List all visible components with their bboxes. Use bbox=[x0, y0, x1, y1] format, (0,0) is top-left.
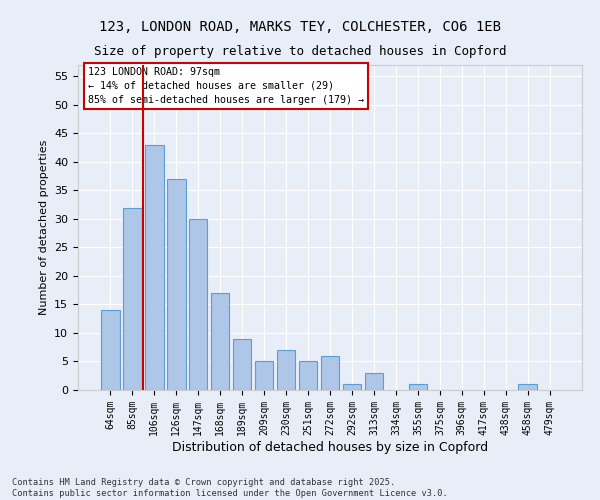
Bar bbox=[101, 310, 119, 390]
Bar bbox=[167, 179, 185, 390]
Bar bbox=[409, 384, 427, 390]
Bar bbox=[320, 356, 340, 390]
Text: 123, LONDON ROAD, MARKS TEY, COLCHESTER, CO6 1EB: 123, LONDON ROAD, MARKS TEY, COLCHESTER,… bbox=[99, 20, 501, 34]
Text: Size of property relative to detached houses in Copford: Size of property relative to detached ho… bbox=[94, 45, 506, 58]
Text: 123 LONDON ROAD: 97sqm
← 14% of detached houses are smaller (29)
85% of semi-det: 123 LONDON ROAD: 97sqm ← 14% of detached… bbox=[88, 66, 364, 104]
Text: Contains HM Land Registry data © Crown copyright and database right 2025.
Contai: Contains HM Land Registry data © Crown c… bbox=[12, 478, 448, 498]
Y-axis label: Number of detached properties: Number of detached properties bbox=[38, 140, 49, 315]
X-axis label: Distribution of detached houses by size in Copford: Distribution of detached houses by size … bbox=[172, 440, 488, 454]
Bar bbox=[299, 362, 317, 390]
Bar bbox=[255, 362, 274, 390]
Bar bbox=[343, 384, 361, 390]
Bar bbox=[277, 350, 295, 390]
Bar bbox=[189, 219, 208, 390]
Bar bbox=[211, 293, 229, 390]
Bar bbox=[123, 208, 142, 390]
Bar bbox=[233, 338, 251, 390]
Bar bbox=[365, 373, 383, 390]
Bar bbox=[518, 384, 537, 390]
Bar bbox=[145, 145, 164, 390]
